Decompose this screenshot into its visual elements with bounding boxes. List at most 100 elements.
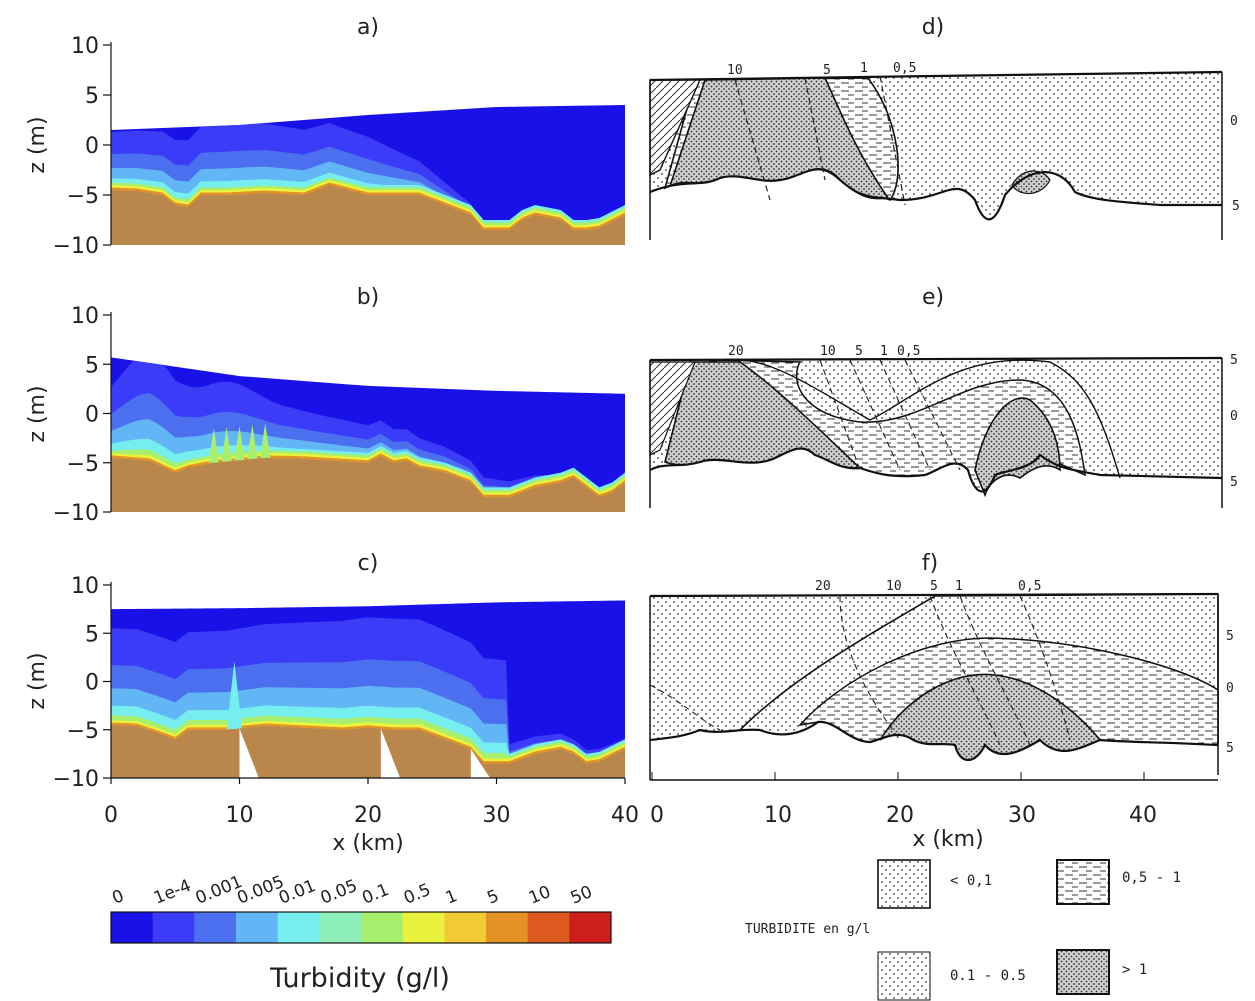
rtick-e-0: 0 <box>1230 409 1238 424</box>
legend-swatch-lt01 <box>877 859 931 909</box>
plume-spike <box>208 428 219 463</box>
rtick-f-0: 0 <box>1226 681 1234 696</box>
gap <box>470 749 491 778</box>
ylabel-c: z (m) <box>25 652 50 709</box>
contour-d-5: 5 <box>823 63 831 78</box>
xtick-f-30: 30 <box>1008 803 1036 828</box>
panel-title-c: c) <box>358 551 379 576</box>
colorbar-level-label: 1 <box>443 886 461 909</box>
panel-title-e: e) <box>922 285 944 310</box>
colorbar-level-label: 0 <box>109 886 127 909</box>
y-tick-label: −5 <box>67 452 99 477</box>
plume-spike <box>234 425 245 461</box>
xtick-f-10: 10 <box>764 803 792 828</box>
contour-f-1: 1 <box>955 579 963 594</box>
rtick-e-5a: 5 <box>1230 353 1238 368</box>
panel-title-f: f) <box>922 551 938 576</box>
y-tick-label: 0 <box>85 134 99 159</box>
y-tick-label: 5 <box>85 84 99 109</box>
contour-d-10: 10 <box>727 63 743 78</box>
plume-spike <box>221 427 232 462</box>
contour-e-1: 1 <box>880 344 888 359</box>
xlabel-right: x (km) <box>912 827 983 852</box>
xtick-f-20: 20 <box>886 803 914 828</box>
contour-e-05: 0,5 <box>897 344 920 359</box>
contour-f-20: 20 <box>815 579 831 594</box>
y-tick-label: 5 <box>85 353 99 378</box>
colorbar-level-label: 0.1 <box>359 880 392 909</box>
colorbar-segment-10 <box>527 912 570 943</box>
colorbar-segment-8 <box>444 912 487 943</box>
xlabel-left: x (km) <box>332 831 403 856</box>
model-panel-b: 10 5 0 −5 −10 <box>53 304 625 526</box>
colorbar-level-label: 10 <box>526 882 554 909</box>
legend-swatch-gt1 <box>1056 949 1110 995</box>
x-tick-label: 10 <box>226 803 254 828</box>
legend-label-01-05: 0.1 - 0.5 <box>950 968 1026 984</box>
y-tick-label: 0 <box>85 671 99 696</box>
xtick-f-40: 40 <box>1129 803 1157 828</box>
x-tick-label: 0 <box>104 803 118 828</box>
contour-e-20: 20 <box>728 344 744 359</box>
legend-swatch-01-05 <box>877 951 931 1001</box>
y-tick-label: 10 <box>71 304 99 329</box>
rtick-d-5: 5 <box>1232 199 1240 214</box>
gap <box>239 728 259 778</box>
legend-title: TURBIDITE en g/l <box>745 922 870 937</box>
contour-f-10: 10 <box>886 579 902 594</box>
colorbar-segment-2 <box>194 912 237 943</box>
colorbar-title: Turbidity (g/l) <box>269 963 450 994</box>
colorbar-level-label: 5 <box>484 886 502 909</box>
colorbar-level-label: 0.5 <box>401 880 434 909</box>
turbidity-band-1 <box>111 360 625 498</box>
turbidity-band-6 <box>111 450 625 498</box>
x-tick-label: 40 <box>611 803 639 828</box>
colorbar-segment-5 <box>319 912 362 943</box>
plume-spike <box>247 424 258 460</box>
colorbar-level-label: 50 <box>568 882 596 909</box>
model-panel-a: 10 5 0 −5 −10 <box>53 34 625 259</box>
contour-d-05: 0,5 <box>893 61 916 76</box>
y-tick-label: −5 <box>67 719 99 744</box>
panel-title-b: b) <box>357 285 380 310</box>
plume-spike <box>260 423 271 458</box>
contour-d-1: 1 <box>860 61 868 76</box>
y-tick-label: 10 <box>71 574 99 599</box>
y-tick-label: −5 <box>67 184 99 209</box>
contour-e-10: 10 <box>820 344 836 359</box>
colorbar-segment-1 <box>152 912 195 943</box>
y-tick-label: 5 <box>85 622 99 647</box>
turbidity-band-7 <box>111 453 625 498</box>
contour-e-5: 5 <box>855 344 863 359</box>
turbidity-band-2 <box>111 393 625 498</box>
colorbar-segment-7 <box>402 912 445 943</box>
sea-bed <box>111 455 625 512</box>
turbidity-band-3 <box>111 161 625 230</box>
colorbar-segment-9 <box>486 912 529 943</box>
legend-label-lt01: < 0,1 <box>950 873 992 889</box>
colorbar-level-label: 1e-4 <box>151 876 194 909</box>
x-tick-label: 30 <box>483 803 511 828</box>
turbidite-legend <box>877 859 1110 1001</box>
rtick-f-5a: 5 <box>1226 629 1234 644</box>
colorbar-segment-3 <box>236 912 279 943</box>
y-tick-label: −10 <box>53 767 99 792</box>
colorbar-level-label: 0.05 <box>318 876 361 909</box>
observed-panel-d <box>649 70 1223 240</box>
xtick-f-0: 0 <box>650 803 664 828</box>
y-tick-label: −10 <box>53 501 99 526</box>
colorbar-frame <box>110 911 612 944</box>
observed-panel-e <box>649 356 1223 508</box>
colorbar-segment-0 <box>111 912 154 943</box>
rtick-f-5b: 5 <box>1226 741 1234 756</box>
legend-swatch-05-1 <box>1056 859 1110 905</box>
y-tick-label: 10 <box>71 34 99 59</box>
ylabel-a: z (m) <box>25 116 50 173</box>
panel-title-d: d) <box>922 15 945 40</box>
plume-spike <box>226 661 243 730</box>
x-tick-label: 20 <box>354 803 382 828</box>
y-tick-label: 0 <box>85 403 99 428</box>
rtick-d-0: 0 <box>1230 114 1238 129</box>
